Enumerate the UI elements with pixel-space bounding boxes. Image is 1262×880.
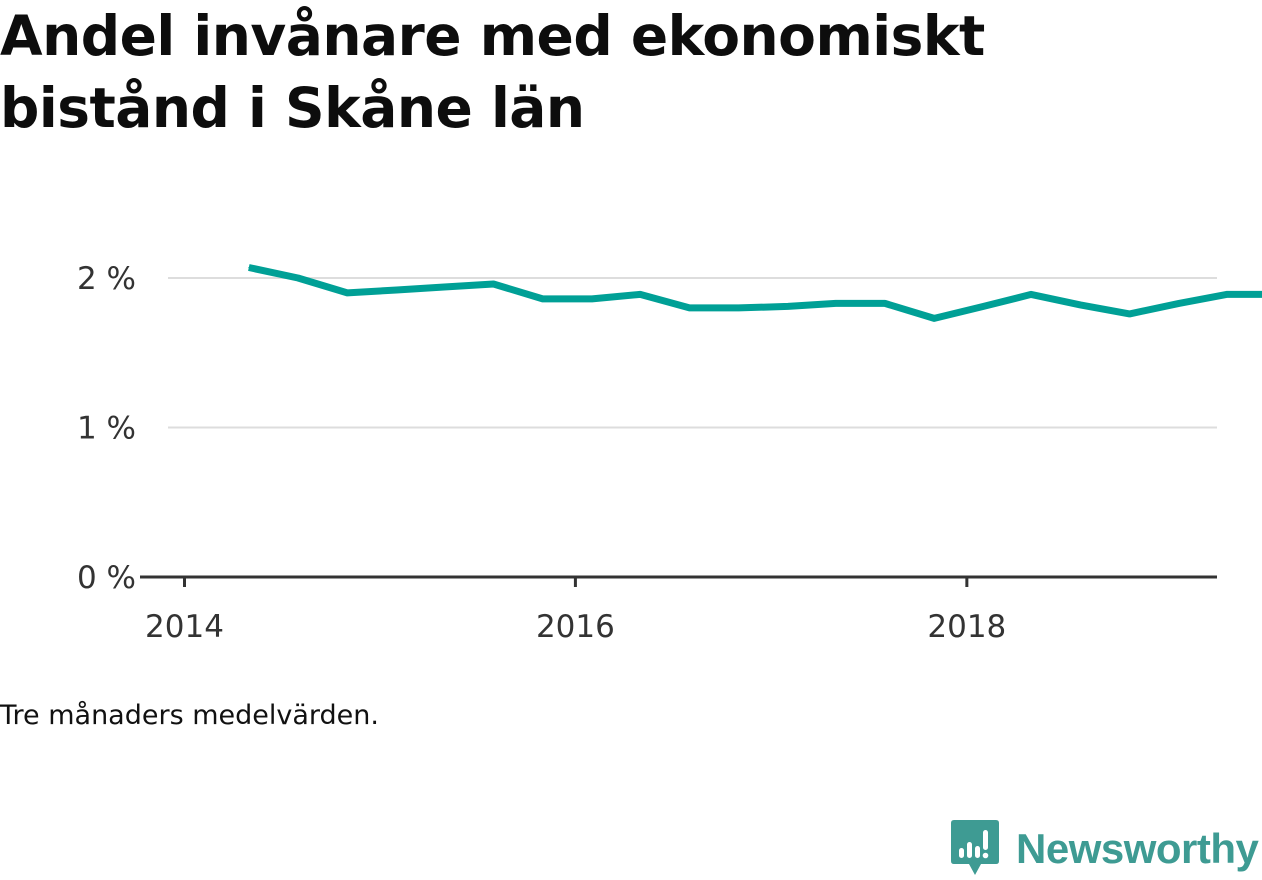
data-point <box>542 298 544 300</box>
data-point <box>933 317 935 319</box>
series-layer <box>248 264 1262 322</box>
y-tick-label: 2 % <box>77 261 136 297</box>
data-point <box>1226 293 1228 295</box>
y-tick-label: 0 % <box>77 560 136 596</box>
data-point <box>1030 293 1032 295</box>
data-point <box>248 267 250 268</box>
brand-name: Newsworthy <box>1016 825 1259 872</box>
data-point <box>443 286 445 288</box>
series-line <box>248 264 1262 322</box>
x-tick-label: 2016 <box>536 609 615 645</box>
chart-title: Andel invånare med ekonomiskt bistånd i … <box>0 4 985 140</box>
y-axis-labels: 0 % 1 % 2 % <box>77 261 136 596</box>
data-point <box>1178 302 1180 304</box>
brand-logo: Newsworthy <box>950 818 1259 880</box>
x-axis-labels: 201420162018202020222024 <box>145 609 1006 645</box>
data-point <box>493 283 494 285</box>
x-tick-label: 2014 <box>145 609 224 645</box>
data-point <box>689 307 690 309</box>
x-axis <box>140 575 1217 587</box>
data-point <box>1129 313 1131 315</box>
data-point <box>639 293 641 295</box>
data-point <box>297 277 299 279</box>
chart-footnote: Tre månaders medelvärden. <box>0 700 379 731</box>
data-point <box>396 289 398 291</box>
newsworthy-bar-chart-icon <box>951 820 999 875</box>
y-tick-label: 1 % <box>77 411 136 447</box>
data-point <box>1079 304 1081 306</box>
x-tick-label: 2018 <box>927 609 1006 645</box>
data-point <box>835 302 837 304</box>
data-point <box>787 305 789 307</box>
gridlines <box>168 277 1217 429</box>
data-point <box>983 305 984 307</box>
data-point <box>738 307 740 309</box>
data-point <box>884 302 886 304</box>
data-point <box>591 298 593 300</box>
line-chart: 0 %1 %2 % 201420162018202020222024 <box>77 261 1262 645</box>
data-point <box>346 292 348 294</box>
